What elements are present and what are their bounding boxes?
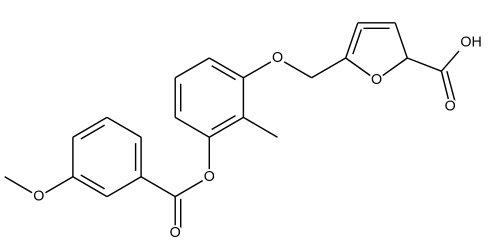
bond (174, 116, 210, 138)
atom-label: OH (460, 35, 481, 51)
bond (407, 57, 442, 72)
atom-mask (368, 72, 385, 88)
atom-mask (167, 225, 183, 241)
bond (72, 176, 108, 198)
atom-label: O (371, 72, 382, 88)
structure: O O O O O O OH (4, 22, 482, 241)
bond (243, 116, 278, 138)
bond (106, 176, 142, 198)
bond (208, 57, 244, 79)
atom-mask (269, 50, 286, 66)
atom-mask (455, 30, 480, 55)
double-bond-line (352, 29, 362, 55)
bond (72, 116, 108, 138)
atom-mask (31, 188, 47, 205)
atom-label: O (272, 50, 283, 66)
atom-mask (201, 169, 217, 185)
atom-label: O (445, 98, 456, 114)
bond (140, 176, 176, 198)
bond (208, 116, 244, 138)
double-bond-line (80, 124, 105, 140)
atom-mask (442, 98, 458, 115)
atom-label: O (170, 225, 181, 241)
atom-label: O (204, 169, 215, 185)
bond (106, 116, 142, 138)
double-bond-line (446, 71, 457, 105)
double-bond-line (80, 174, 105, 190)
bond (311, 57, 347, 79)
double-bond-line (211, 65, 236, 81)
bond (174, 57, 210, 79)
bond (345, 22, 359, 59)
atom-label: O (33, 189, 44, 205)
double-bond-line (211, 114, 236, 131)
bond (394, 22, 408, 59)
